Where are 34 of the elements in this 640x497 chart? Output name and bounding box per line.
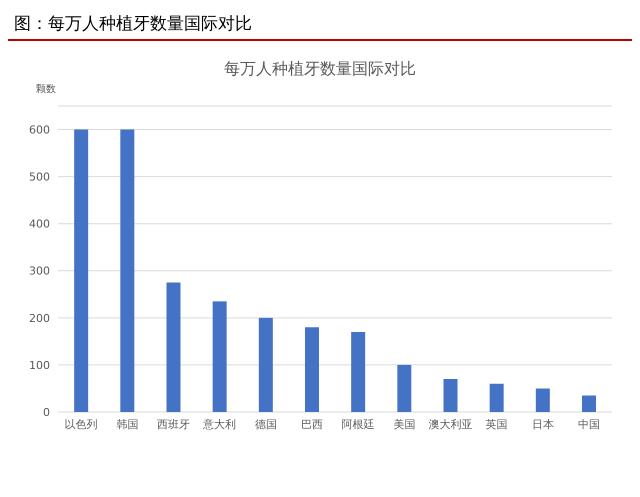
- bar: [304, 327, 319, 412]
- chart-subtitle: 每万人种植牙数量国际对比: [223, 59, 417, 80]
- bar: [258, 318, 273, 412]
- x-tick-label: 西班牙: [156, 418, 190, 431]
- bar: [166, 282, 180, 412]
- y-tick-label: 600: [29, 123, 50, 136]
- bar: [582, 396, 596, 412]
- y-tick-label: 100: [29, 358, 50, 372]
- bar: [536, 388, 550, 412]
- y-tick-label: 300: [29, 264, 50, 278]
- bar: [74, 130, 88, 412]
- x-tick-label: 巴西: [300, 418, 323, 431]
- y-tick-label: 500: [29, 170, 50, 184]
- bar: [351, 332, 366, 412]
- bar: [120, 130, 134, 412]
- x-tick-label: 英国: [486, 418, 508, 431]
- x-tick-label: 意大利: [202, 418, 236, 431]
- bar: [212, 301, 227, 412]
- y-axis-title: 颗数: [36, 83, 57, 96]
- y-tick-label: 0: [43, 406, 50, 419]
- y-tick-label: 400: [29, 218, 50, 231]
- bar: [490, 384, 504, 412]
- x-tick-label: 阿根廷: [342, 418, 375, 431]
- chart-title: 图：每万人种植牙数量国际对比: [8, 8, 632, 41]
- x-tick-label: 澳大利亚: [428, 418, 472, 431]
- x-tick-label: 日本: [532, 418, 554, 431]
- y-tick-label: 200: [29, 312, 50, 325]
- x-tick-label: 以色列: [64, 418, 98, 431]
- x-tick-label: 韩国: [116, 418, 138, 431]
- x-tick-label: 中国: [578, 418, 600, 431]
- x-tick-label: 美国: [393, 418, 416, 431]
- bar: [443, 379, 458, 412]
- x-tick-label: 德国: [254, 418, 277, 431]
- bar: [397, 364, 412, 412]
